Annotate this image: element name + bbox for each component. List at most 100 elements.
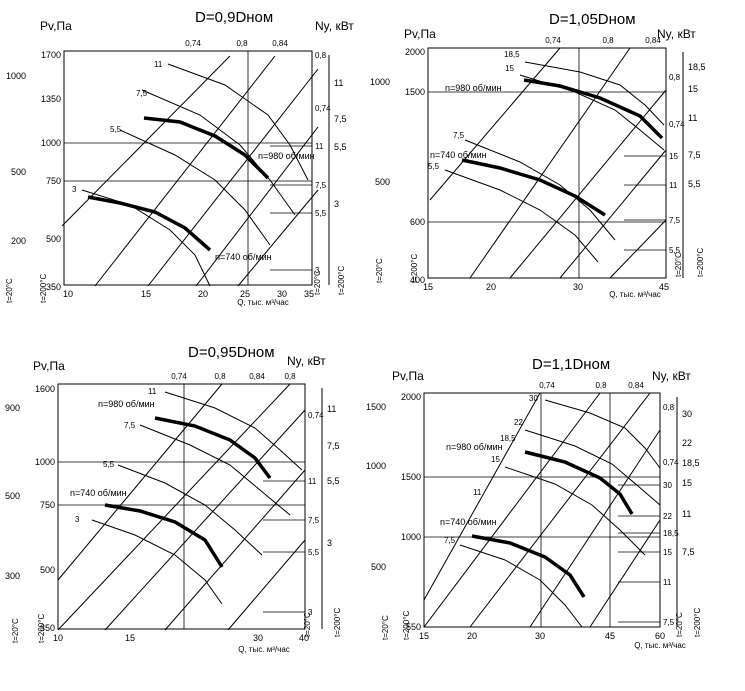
efficiency-label: 0,84	[272, 39, 288, 48]
power-tick-label-outer: 5,5	[327, 476, 340, 486]
y-axis-label: Pv,Па	[392, 369, 424, 383]
y-tick-label-inner: 600	[410, 217, 425, 227]
temperature-label: t=200°C	[39, 274, 48, 303]
power-tick-label-outer: 7,5	[688, 150, 701, 160]
y-tick-label-inner: 400	[410, 275, 425, 285]
efficiency-label: 0,74	[171, 372, 187, 381]
efficiency-line	[57, 383, 291, 631]
y-tick-label-outer: 500	[371, 562, 386, 572]
efficiency-line	[469, 47, 631, 279]
y-tick-label-inner: 1000	[41, 138, 61, 148]
chart-title: D=1,05Dном	[549, 11, 636, 28]
y-axis-label: Pv,Па	[33, 359, 65, 373]
x-tick-label: 35	[304, 289, 314, 299]
power-curve-label: 15	[491, 455, 500, 464]
series-line-740	[471, 534, 586, 598]
power-tick-label-outer: 18,5	[682, 458, 700, 468]
power-tick-label-outer: 7,5	[327, 441, 340, 451]
temperature-label: t=200°C	[402, 611, 411, 640]
power-curve-label: 7,5	[453, 131, 465, 140]
series-line-740	[461, 158, 606, 217]
series-line-980	[524, 450, 634, 515]
efficiency-label: 0,8	[602, 36, 614, 45]
y-tick-label-inner: 1000	[401, 532, 421, 542]
efficiency-line	[529, 429, 661, 628]
efficiency-label-right: 0,8	[315, 51, 327, 60]
y-tick-label-outer: 900	[5, 403, 20, 413]
efficiency-line	[164, 469, 306, 631]
power-axis-label: Ny, кВт	[652, 369, 691, 383]
y-axis-label: Pv,Па	[40, 19, 72, 33]
power-tick-label-outer: 5,5	[334, 142, 347, 152]
efficiency-label-right: 0,74	[315, 104, 331, 113]
power-tick-label-inner: 3	[315, 266, 320, 275]
power-curve	[504, 466, 646, 556]
power-curve-label: 15	[505, 64, 514, 73]
temperature-label: t=20°C	[675, 612, 684, 637]
chart-panel-2: D=1,05Dном Pv,Па Ny, кВт n=980 об/мин n=740 …	[370, 11, 706, 299]
y-tick-label-inner: 550	[406, 622, 421, 632]
temperature-label: t=200°C	[410, 254, 419, 283]
temperature-label: t=20°C	[5, 278, 14, 303]
power-tick-label-inner: 18,5	[663, 529, 679, 538]
efficiency-line	[94, 55, 276, 287]
efficiency-line	[423, 392, 601, 628]
power-tick-label-outer: 15	[688, 84, 698, 94]
plot-frame	[57, 383, 306, 630]
power-tick-label-inner: 30	[663, 481, 672, 490]
x-tick-label: 15	[125, 633, 135, 643]
power-curve	[519, 74, 665, 151]
power-tick-label-outer: 5,5	[688, 179, 701, 189]
temperature-label: t=200°C	[37, 614, 46, 643]
efficiency-line	[57, 383, 223, 581]
efficiency-line	[423, 392, 541, 601]
temperature-label: t=200°C	[693, 608, 702, 637]
efficiency-line	[609, 219, 667, 279]
x-axis-label: Q, тыс. м³/час	[609, 290, 661, 299]
y-tick-label-inner: 500	[40, 565, 55, 575]
power-curve-label: 5,5	[110, 125, 122, 134]
efficiency-line	[509, 89, 667, 279]
power-curve	[544, 399, 661, 469]
series-label-740: n=740 об/мин	[430, 150, 487, 160]
power-curve	[464, 139, 616, 241]
power-curve-label: 7,5	[444, 536, 456, 545]
efficiency-line	[195, 126, 319, 287]
x-tick-label: 45	[605, 631, 615, 641]
x-tick-label: 20	[198, 289, 208, 299]
efficiency-label: 0,84	[645, 36, 661, 45]
x-tick-label: 30	[573, 282, 583, 292]
y-tick-label-inner: 1700	[41, 50, 61, 60]
x-tick-label: 20	[467, 631, 477, 641]
power-curve-label: 11	[148, 387, 157, 396]
temperature-label: t=20°C	[381, 615, 390, 640]
power-curve	[524, 61, 665, 126]
power-curve-label: 18,5	[504, 50, 520, 59]
x-tick-label: 25	[240, 289, 250, 299]
y-axis-label: Pv,Па	[404, 27, 436, 41]
y-tick-label-inner: 1350	[41, 94, 61, 104]
power-tick-label-outer: 11	[682, 509, 691, 519]
plot-frame	[427, 47, 667, 279]
efficiency-label: 0,74	[545, 36, 561, 45]
power-tick-label-inner: 5,5	[669, 246, 681, 255]
efficiency-line	[589, 519, 661, 628]
efficiency-line	[227, 539, 306, 631]
chart-title: D=0,9Dном	[195, 9, 273, 26]
efficiency-line	[469, 392, 651, 628]
power-axis-label: Ny, кВт	[657, 27, 696, 41]
temperature-label: t=200°C	[696, 248, 705, 277]
x-axis-label: Q, тыс. м³/час	[238, 645, 290, 654]
temperature-label: t=200°C	[337, 266, 346, 295]
power-tick-label-inner: 11	[663, 578, 672, 587]
power-tick-label-inner: 11	[669, 181, 678, 190]
temperature-label: t=200°C	[333, 608, 342, 637]
efficiency-label-right: 0,74	[308, 411, 324, 420]
efficiency-label: 0,8	[236, 39, 248, 48]
efficiency-label: 0,8	[595, 381, 607, 390]
power-tick-label-inner: 7,5	[315, 181, 327, 190]
temperature-label: t=20°C	[375, 258, 384, 283]
power-curve	[139, 424, 291, 516]
power-curve	[459, 544, 583, 628]
